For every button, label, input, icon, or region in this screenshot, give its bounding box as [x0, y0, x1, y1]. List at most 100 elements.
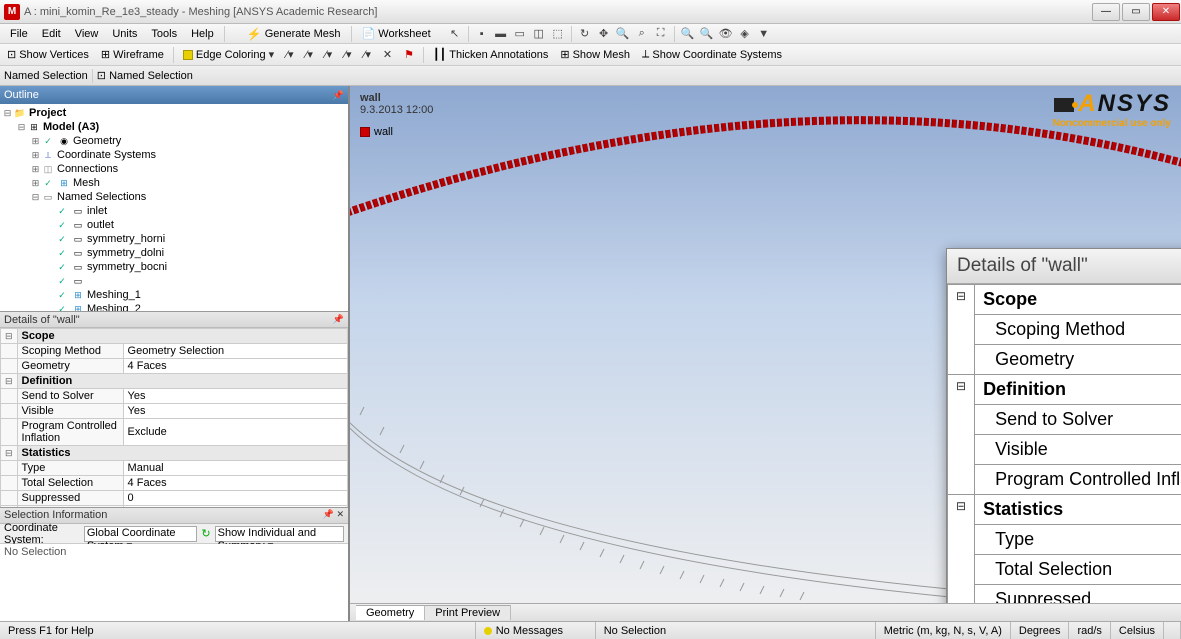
stroke-icon: ⁄▾ [325, 48, 332, 61]
row-val[interactable]: Yes [123, 389, 347, 404]
viewport-legend: wall [360, 126, 393, 138]
tree-label: Mesh [73, 177, 100, 189]
separator [173, 47, 174, 63]
refresh-icon[interactable]: ↻ [201, 527, 210, 540]
collapse-icon[interactable]: ⊟ [1, 329, 18, 344]
menu-file[interactable]: File [4, 26, 34, 42]
show-mode-select[interactable]: Show Individual and Summary ▾ [215, 526, 344, 542]
edge-tool-3[interactable]: ⁄▾ [322, 47, 335, 62]
thicken-button[interactable]: ┃┃Thicken Annotations [430, 47, 551, 62]
outline-tree[interactable]: ⊟📁Project ⊟⊞Model (A3) ⊞✓◉Geometry ⊞⟂Coo… [0, 104, 348, 312]
fit-icon[interactable]: ⛶ [653, 26, 669, 42]
select-box-icon[interactable]: ⬚ [550, 26, 566, 42]
zoom-out-icon[interactable]: 🔍 [699, 26, 715, 42]
view-icon[interactable]: ▼ [756, 26, 772, 42]
edge-tool-4[interactable]: ⁄▾ [341, 47, 354, 62]
tree-ns-sym-bocni[interactable]: ✓▭symmetry_bocni [0, 260, 348, 274]
tab-print-preview[interactable]: Print Preview [425, 605, 511, 620]
tree-ns-inlet[interactable]: ✓▭inlet [0, 204, 348, 218]
row-val[interactable]: 4 Faces [123, 359, 347, 374]
rotate-icon[interactable]: ↻ [577, 26, 593, 42]
zoom-in-icon[interactable]: 🔍 [680, 26, 696, 42]
status-messages[interactable]: No Messages [476, 622, 596, 639]
menu-view[interactable]: View [69, 26, 105, 42]
show-mesh-button[interactable]: ⊞Show Mesh [557, 47, 633, 62]
tree-ns-editing[interactable]: ✓▭ [0, 274, 348, 288]
menu-edit[interactable]: Edit [36, 26, 67, 42]
tree-ns-meshing2[interactable]: ✓⊞Meshing_2 [0, 302, 348, 312]
dropdown-icon: ▾ [269, 48, 275, 61]
edge-tool-1[interactable]: ⁄▾ [283, 47, 296, 62]
edge-tool-2[interactable]: ⁄▾ [302, 47, 315, 62]
tree-named-selections[interactable]: ⊟▭Named Selections [0, 190, 348, 204]
pin-icon[interactable]: 📌 [333, 90, 344, 101]
tree-ns-sym-dolni[interactable]: ✓▭symmetry_dolni [0, 246, 348, 260]
named-selection-a[interactable]: Named Selection [4, 70, 88, 82]
generate-mesh-button[interactable]: ⚡ Generate Mesh [241, 25, 347, 43]
tree-label: Project [29, 107, 66, 119]
pan-icon[interactable]: ✥ [596, 26, 612, 42]
floating-title: Details of "wall" [947, 249, 1181, 284]
edge-coloring-button[interactable]: Edge Coloring ▾ [180, 47, 277, 62]
collapse-icon[interactable]: ⊟ [1, 374, 18, 389]
collapse-icon[interactable]: ⊟ [948, 285, 975, 375]
look-at-icon[interactable]: 👁 [718, 26, 734, 42]
worksheet-button[interactable]: 📄 Worksheet [356, 25, 437, 42]
tree-mesh[interactable]: ⊞✓⊞Mesh [0, 176, 348, 190]
iso-icon[interactable]: ◈ [737, 26, 753, 42]
collapse-icon[interactable]: ⊟ [948, 375, 975, 495]
selinfo-body: No Selection [0, 544, 348, 621]
status-temp[interactable]: Celsius [1111, 622, 1164, 639]
menu-units[interactable]: Units [106, 26, 143, 42]
named-selection-b[interactable]: ⊡ Named Selection [97, 69, 193, 82]
tree-ns-outlet[interactable]: ✓▭outlet [0, 218, 348, 232]
maximize-button[interactable]: ▭ [1122, 3, 1150, 21]
separator [92, 69, 93, 83]
coord-system-select[interactable]: Global Coordinate System ▾ [84, 526, 198, 542]
panel-pin-icon[interactable]: 📌 [333, 314, 344, 325]
row-val[interactable]: Yes [123, 404, 347, 419]
zoom-box-icon[interactable]: ⌕ [634, 26, 650, 42]
close-panel-icon[interactable]: ✕ [336, 509, 344, 519]
menubar: File Edit View Units Tools Help ⚡ Genera… [0, 24, 1181, 44]
select-vertex-icon[interactable]: ▪ [474, 26, 490, 42]
viewport[interactable]: wall 9.3.2013 12:00 wall ANSYS Noncommer… [350, 86, 1181, 621]
edge-tool-7[interactable]: ⚑ [401, 47, 417, 62]
status-angle[interactable]: Degrees [1011, 622, 1070, 639]
row-key: Scoping Method [975, 315, 1181, 345]
status-messages-label: No Messages [496, 625, 563, 637]
tab-geometry[interactable]: Geometry [356, 605, 425, 620]
logo-rest: NSYS [1098, 90, 1171, 117]
show-coord-button[interactable]: ⟂Show Coordinate Systems [639, 47, 785, 62]
row-val[interactable]: Exclude [123, 419, 347, 446]
select-edge-icon[interactable]: ▬ [493, 26, 509, 42]
coord-label: Coordinate System: [4, 522, 80, 546]
tree-connections[interactable]: ⊞◫Connections [0, 162, 348, 176]
status-rotvel[interactable]: rad/s [1069, 622, 1110, 639]
row-val[interactable]: Geometry Selection [123, 344, 347, 359]
pin-icon[interactable]: 📌 [323, 509, 334, 519]
edge-tool-6[interactable]: ✕ [380, 47, 395, 62]
tree-project[interactable]: ⊟📁Project [0, 106, 348, 120]
tree-model[interactable]: ⊟⊞Model (A3) [0, 120, 348, 134]
select-body-icon[interactable]: ◫ [531, 26, 547, 42]
close-button[interactable]: ✕ [1152, 3, 1180, 21]
status-units[interactable]: Metric (m, kg, N, s, V, A) [876, 622, 1011, 639]
menu-tools[interactable]: Tools [145, 26, 183, 42]
collapse-icon[interactable]: ⊟ [1, 446, 18, 461]
minimize-button[interactable]: — [1092, 3, 1120, 21]
tree-ns-sym-horni[interactable]: ✓▭symmetry_horni [0, 232, 348, 246]
zoom-icon[interactable]: 🔍 [615, 26, 631, 42]
tree-coord[interactable]: ⊞⟂Coordinate Systems [0, 148, 348, 162]
outline-title: Outline [4, 89, 39, 101]
menu-help[interactable]: Help [185, 26, 220, 42]
tree-geometry[interactable]: ⊞✓◉Geometry [0, 134, 348, 148]
wireframe-button[interactable]: ⊞Wireframe [98, 47, 167, 62]
ansys-logo: ANSYS Noncommercial use only [1053, 90, 1171, 129]
tree-ns-meshing1[interactable]: ✓⊞Meshing_1 [0, 288, 348, 302]
select-face-icon[interactable]: ▭ [512, 26, 528, 42]
show-vertices-button[interactable]: ⊡Show Vertices [4, 47, 92, 62]
edge-tool-5[interactable]: ⁄▾ [361, 47, 374, 62]
cursor-icon[interactable]: ↖ [447, 26, 463, 42]
worksheet-icon: 📄 [362, 28, 376, 40]
